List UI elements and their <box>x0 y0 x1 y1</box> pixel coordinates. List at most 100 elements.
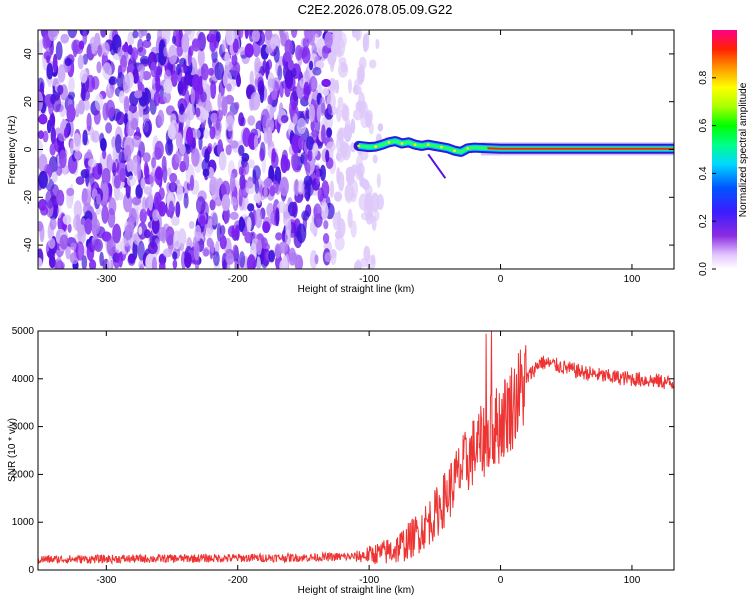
noise-cell <box>234 101 240 111</box>
noise-cell <box>70 242 77 251</box>
noise-cell <box>268 249 276 263</box>
noise-cell <box>218 151 227 171</box>
noise-cell <box>303 30 310 40</box>
noise-cell <box>122 74 131 94</box>
noise-cell <box>231 53 238 67</box>
noise-cell <box>112 223 122 244</box>
noise-cell <box>285 217 292 237</box>
noise-cell <box>253 192 261 204</box>
noise-cell <box>168 181 178 193</box>
x-tick-label: -100 <box>359 274 379 285</box>
noise-cell <box>128 207 137 224</box>
noise-cell <box>60 33 69 44</box>
noise-cell <box>262 221 271 234</box>
noise-cell <box>161 30 171 40</box>
noise-cell <box>82 30 88 45</box>
noise-cell <box>365 255 376 269</box>
noise-cell <box>175 30 180 47</box>
noise-cell <box>335 79 340 94</box>
noise-cell <box>232 244 238 255</box>
noise-cell <box>186 102 195 121</box>
noise-cell <box>317 187 324 202</box>
noise-cell <box>290 67 297 78</box>
noise-cell <box>140 30 148 37</box>
signal-track <box>353 136 674 179</box>
noise-cell <box>59 234 69 250</box>
noise-cell <box>238 251 246 268</box>
noise-cell <box>355 258 361 269</box>
noise-cell <box>172 259 178 269</box>
noise-cell <box>163 46 168 57</box>
noise-cell <box>206 237 213 248</box>
noise-cell <box>230 65 239 77</box>
noise-cell <box>265 117 275 133</box>
noise-cell <box>311 129 319 138</box>
y-tick-label: -20 <box>23 190 34 205</box>
noise-cell <box>313 203 322 220</box>
noise-cell <box>49 217 57 230</box>
noise-cell <box>142 152 151 163</box>
noise-cell <box>42 130 49 143</box>
noise-cell <box>87 158 97 168</box>
noise-cell <box>173 230 181 250</box>
noise-cell <box>291 101 297 111</box>
noise-cell <box>189 174 195 191</box>
noise-cell <box>325 149 330 163</box>
noise-cell <box>243 161 250 175</box>
spectrogram-x-ticks: -300 -200 -100 0 100 <box>96 30 641 285</box>
noise-cell <box>158 201 167 217</box>
noise-cell <box>66 187 75 197</box>
noise-cell <box>171 35 177 45</box>
noise-cell <box>284 39 293 57</box>
noise-cell <box>302 37 310 49</box>
noise-cell <box>320 202 329 221</box>
y-tick-label: 4000 <box>12 374 35 385</box>
noise-cell <box>220 180 231 198</box>
colorbar-gradient <box>712 30 737 269</box>
noise-cell <box>126 158 134 174</box>
noise-cell <box>335 135 344 152</box>
noise-cell <box>144 165 150 180</box>
noise-cell <box>270 36 277 50</box>
noise-cell <box>308 60 314 71</box>
noise-cell <box>348 78 352 94</box>
noise-cell <box>84 218 93 235</box>
noise-cell <box>221 39 226 52</box>
noise-cell <box>332 212 341 231</box>
noise-cell <box>174 150 182 164</box>
noise-cell <box>46 62 54 80</box>
noise-cell <box>91 218 101 235</box>
noise-cell <box>118 151 125 164</box>
noise-cell <box>238 187 243 207</box>
noise-cell <box>49 113 56 127</box>
noise-cell <box>179 103 185 115</box>
noise-cell <box>45 43 51 53</box>
noise-cell <box>296 223 307 244</box>
noise-cell <box>244 231 253 244</box>
noise-cell <box>117 46 123 57</box>
noise-cell <box>214 62 225 81</box>
noise-cell <box>121 44 130 53</box>
noise-cell <box>86 112 92 132</box>
noise-cell <box>230 196 237 206</box>
colorbar-tick-label: 0.6 <box>698 118 709 132</box>
noise-cell <box>171 216 180 226</box>
noise-cell <box>183 192 189 209</box>
noise-cell <box>229 211 239 220</box>
noise-cell <box>238 145 245 156</box>
noise-cell <box>38 221 43 232</box>
x-tick-label: -200 <box>228 575 248 586</box>
noise-cell <box>89 172 95 188</box>
noise-cell <box>179 64 188 73</box>
noise-cell <box>333 191 343 202</box>
colorbar: 0.0 0.2 0.4 0.6 0.8 Normalized spectral ampl… <box>698 30 749 276</box>
noise-cell <box>355 100 363 112</box>
noise-cell <box>303 81 310 102</box>
noise-cell <box>154 168 163 186</box>
noise-cell <box>137 240 145 261</box>
noise-cell <box>124 224 134 237</box>
noise-cell <box>162 90 171 104</box>
y-tick-label: 2000 <box>12 469 35 480</box>
noise-cell <box>62 214 72 225</box>
noise-cell <box>108 76 116 86</box>
